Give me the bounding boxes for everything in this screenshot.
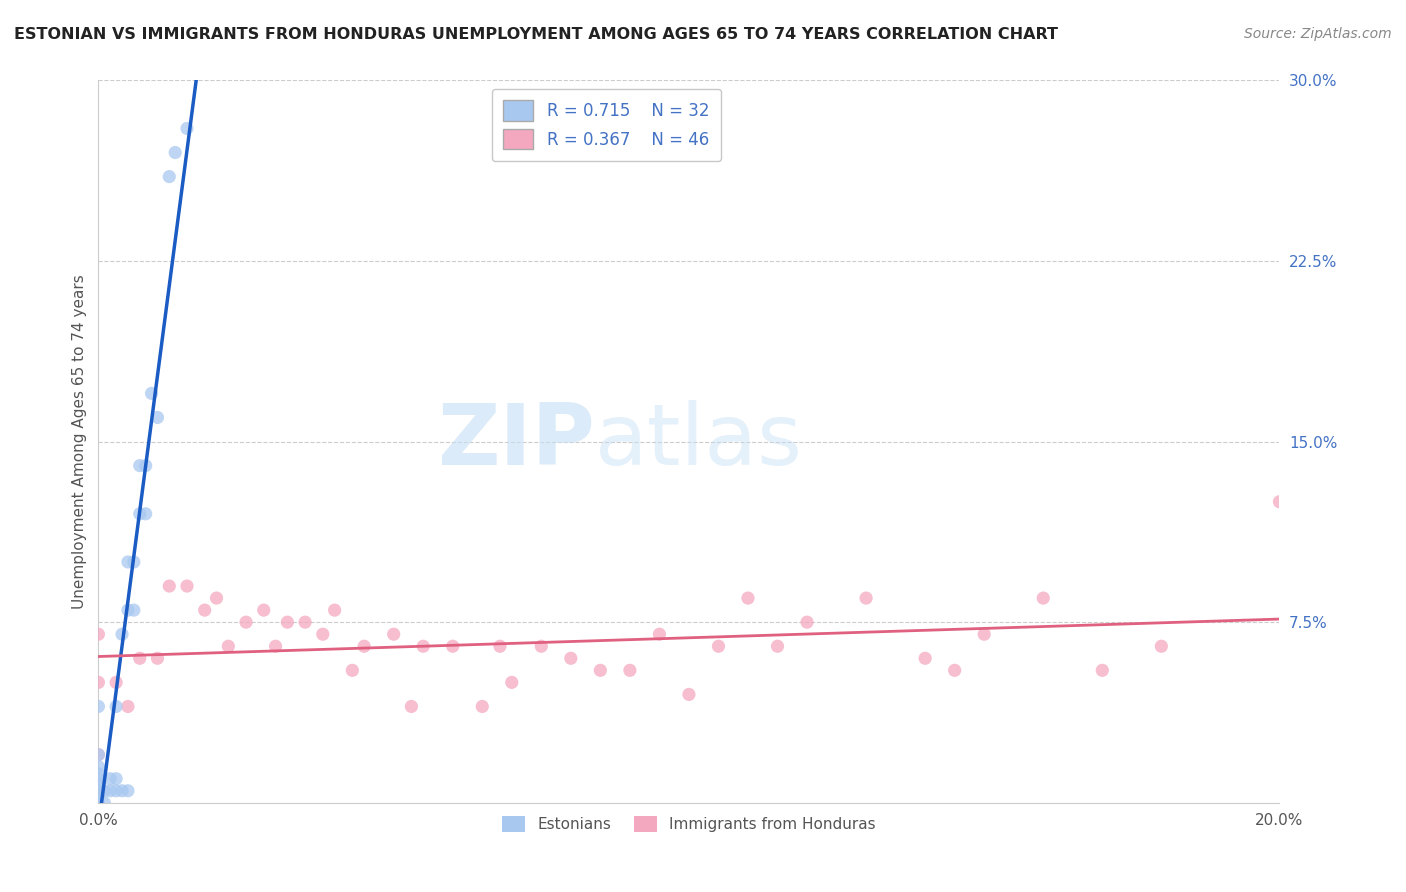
Point (560, 651, 582, 665)
Point (87, 784, 110, 798)
Point (87, 675, 110, 690)
Point (412, 639, 434, 653)
Point (146, 410, 169, 425)
Point (93, 796, 115, 810)
Point (117, 555, 139, 569)
Point (87, 772, 110, 786)
Point (87, 699, 110, 714)
Point (105, 772, 128, 786)
Point (135, 458, 157, 473)
Y-axis label: Unemployment Among Ages 65 to 74 years: Unemployment Among Ages 65 to 74 years (72, 274, 87, 609)
Point (98, 772, 121, 786)
Point (87, 767, 110, 781)
Point (176, 121, 198, 136)
Point (157, 579, 180, 593)
Point (105, 784, 128, 798)
Point (87, 747, 110, 762)
Point (128, 651, 150, 665)
Point (87, 789, 110, 803)
Point (165, 145, 187, 160)
Point (157, 169, 180, 184)
Point (353, 639, 375, 653)
Point (122, 603, 145, 617)
Point (501, 675, 523, 690)
Point (323, 603, 346, 617)
Point (766, 639, 789, 653)
Point (253, 603, 276, 617)
Point (111, 784, 134, 798)
Point (1032, 591, 1054, 605)
Point (648, 627, 671, 641)
Point (943, 664, 966, 678)
Point (128, 507, 150, 521)
Point (589, 664, 612, 678)
Point (87, 627, 110, 641)
Legend: Estonians, Immigrants from Honduras: Estonians, Immigrants from Honduras (496, 810, 882, 838)
Text: ZIP: ZIP (437, 400, 595, 483)
Point (117, 603, 139, 617)
Point (973, 627, 995, 641)
Point (135, 507, 157, 521)
Point (111, 627, 134, 641)
Point (707, 639, 730, 653)
Point (737, 591, 759, 605)
Point (93, 784, 115, 798)
Point (141, 386, 163, 401)
Text: Source: ZipAtlas.com: Source: ZipAtlas.com (1244, 27, 1392, 41)
Point (117, 699, 139, 714)
Point (619, 664, 641, 678)
Text: atlas: atlas (595, 400, 803, 483)
Point (146, 651, 169, 665)
Point (205, 591, 228, 605)
Point (678, 687, 700, 701)
Point (122, 555, 145, 569)
Point (87, 796, 110, 810)
Point (105, 675, 128, 690)
Point (342, 664, 364, 678)
Point (194, 603, 217, 617)
Point (530, 639, 553, 653)
Point (382, 627, 405, 641)
Point (105, 699, 128, 714)
Point (128, 458, 150, 473)
Point (489, 639, 512, 653)
Point (264, 639, 287, 653)
Point (855, 591, 877, 605)
Text: ESTONIAN VS IMMIGRANTS FROM HONDURAS UNEMPLOYMENT AMONG AGES 65 TO 74 YEARS CORR: ESTONIAN VS IMMIGRANTS FROM HONDURAS UNE… (14, 27, 1059, 42)
Point (176, 579, 198, 593)
Point (117, 784, 139, 798)
Point (796, 615, 818, 630)
Point (401, 699, 423, 714)
Point (312, 627, 335, 641)
Point (471, 699, 494, 714)
Point (914, 651, 936, 665)
Point (235, 615, 257, 630)
Point (1091, 664, 1114, 678)
Point (294, 615, 316, 630)
Point (87, 760, 110, 774)
Point (87, 747, 110, 762)
Point (87, 776, 110, 790)
Point (98, 784, 121, 798)
Point (276, 615, 298, 630)
Point (441, 639, 464, 653)
Point (1150, 639, 1173, 653)
Point (1268, 494, 1291, 508)
Point (217, 639, 239, 653)
